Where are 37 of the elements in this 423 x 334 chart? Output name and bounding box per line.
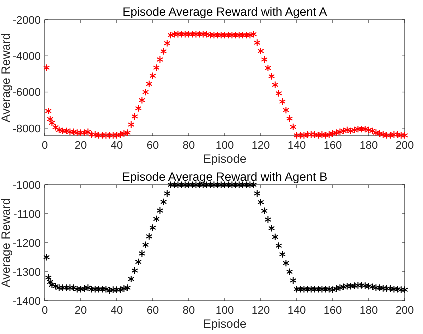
x-tick-label: 100 xyxy=(216,140,234,152)
y-tick-label: -2000 xyxy=(12,14,41,27)
x-tick-label: 200 xyxy=(396,305,414,317)
x-tick-label: 180 xyxy=(360,305,378,317)
x-tick-label: 100 xyxy=(216,305,234,317)
y-tick-label: -4000 xyxy=(12,50,41,63)
x-tick-label: 40 xyxy=(110,140,124,152)
x-tick-label: 20 xyxy=(74,305,88,317)
x-tick-label: 120 xyxy=(252,305,270,317)
x-tick-label: 60 xyxy=(146,140,160,152)
y-tick-label: -1300 xyxy=(12,266,41,279)
x-tick-label: 180 xyxy=(360,140,378,152)
x-tick-label: 160 xyxy=(324,305,342,317)
x-tick-label: 200 xyxy=(396,140,414,152)
y-tick-label: -1400 xyxy=(12,296,41,308)
x-tick-label: 0 xyxy=(42,140,48,152)
x-tick-label: 80 xyxy=(182,305,196,317)
y-axis-title: Average Reward xyxy=(0,33,13,123)
y-tick-label: -1100 xyxy=(14,208,41,221)
y-tick-label: -1200 xyxy=(12,238,41,250)
x-tick-label: 60 xyxy=(146,305,160,317)
chart-title: Episode Average Reward with Agent B xyxy=(122,170,328,184)
x-tick-label: 160 xyxy=(324,140,342,152)
y-tick-label: -1000 xyxy=(12,180,41,192)
x-tick-label: 140 xyxy=(288,140,306,152)
chart-title: Episode Average Reward with Agent A xyxy=(122,5,328,19)
x-tick-label: 20 xyxy=(74,140,88,152)
x-tick-label: 80 xyxy=(182,140,196,152)
y-tick-label: -6000 xyxy=(12,87,41,100)
x-tick-label: 140 xyxy=(288,305,306,317)
x-tick-label: 40 xyxy=(110,305,124,317)
x-tick-label: 120 xyxy=(252,140,270,152)
x-tick-label: 0 xyxy=(42,305,48,317)
x-axis-title: Episode xyxy=(203,317,248,331)
x-axis-title: Episode xyxy=(203,152,248,166)
y-axis-title: Average Reward xyxy=(0,198,13,288)
y-tick-label: -8000 xyxy=(12,123,41,136)
